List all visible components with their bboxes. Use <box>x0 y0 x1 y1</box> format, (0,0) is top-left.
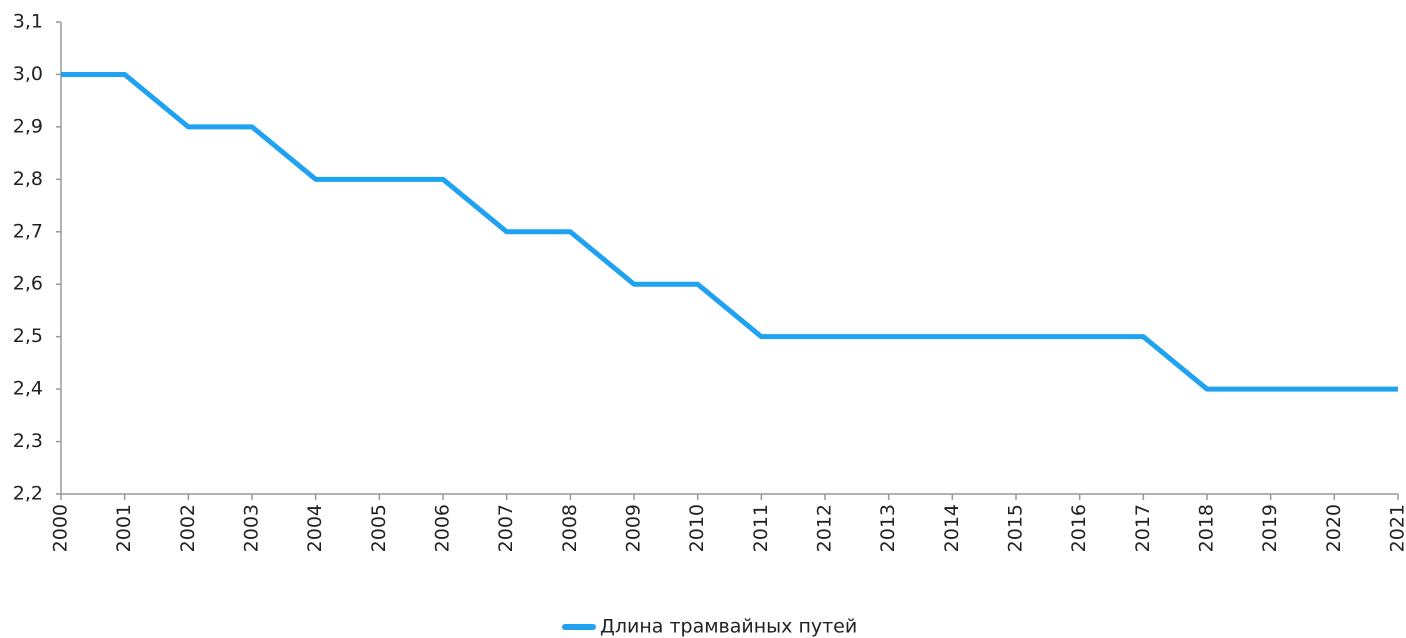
y-tick-label: 2,2 <box>13 483 43 505</box>
legend-label: Длина трамвайных путей <box>600 616 857 638</box>
x-tick-label: 2006 <box>432 504 454 552</box>
y-tick-label: 2,3 <box>13 430 43 452</box>
x-tick-label: 2020 <box>1323 504 1345 552</box>
x-tick-label: 2003 <box>241 504 263 552</box>
x-tick-label: 2021 <box>1387 504 1406 552</box>
x-tick-label: 2004 <box>304 504 326 552</box>
x-tick-label: 2009 <box>623 504 645 552</box>
x-tick-label: 2007 <box>495 504 517 552</box>
y-tick-label: 2,9 <box>13 115 43 137</box>
y-tick-label: 2,6 <box>13 273 43 295</box>
x-tick-label: 2017 <box>1132 504 1154 552</box>
x-tick-label: 2019 <box>1259 504 1281 552</box>
x-tick-label: 2013 <box>877 504 899 552</box>
y-tick-label: 2,8 <box>13 168 43 190</box>
x-tick-label: 2015 <box>1005 504 1027 552</box>
x-tick-label: 2016 <box>1068 504 1090 552</box>
x-tick-label: 2011 <box>750 504 772 552</box>
line <box>61 71 1398 392</box>
x-tick-label: 2005 <box>368 504 390 552</box>
x-tick-label: 2001 <box>113 504 135 552</box>
x-tick-label: 2018 <box>1196 504 1218 552</box>
y-tick-label: 2,5 <box>13 325 43 347</box>
y-tick-label: 3,1 <box>13 11 43 33</box>
x-tick-label: 2000 <box>50 504 72 552</box>
x-tick-label: 2002 <box>177 504 199 552</box>
y-tick-label: 3,0 <box>13 63 43 85</box>
x-tick-label: 2008 <box>559 504 581 552</box>
y-tick-label: 2,4 <box>13 378 43 400</box>
y-tick-label: 2,7 <box>13 220 43 242</box>
x-tick-label: 2012 <box>814 504 836 552</box>
x-tick-label: 2010 <box>686 504 708 552</box>
x-tick-label: 2014 <box>941 504 963 552</box>
